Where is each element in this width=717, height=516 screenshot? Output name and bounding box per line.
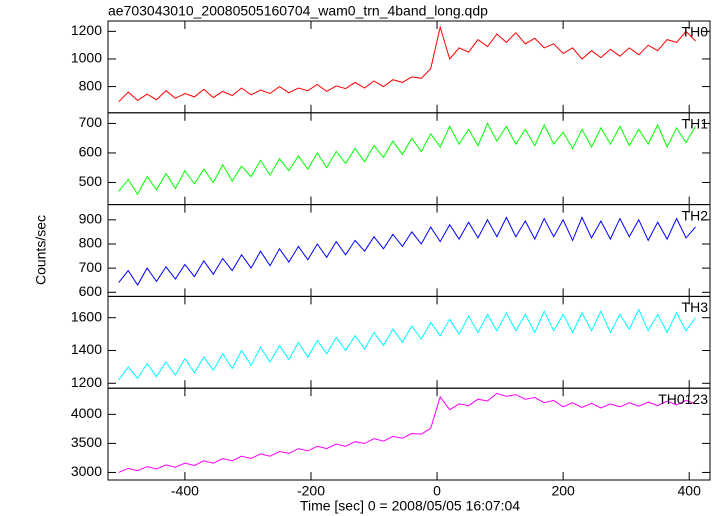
series-line [118,308,696,381]
y-tick-label: 800 [79,77,103,93]
x-axis-label: Time [sec] 0 = 2008/05/05 16:07:04 [300,498,520,514]
y-axis-label: Counts/sec [33,215,49,285]
y-tick-label: 3000 [71,463,102,479]
y-tick-label: 800 [79,235,103,251]
x-tick-label: -200 [297,483,325,499]
y-tick-label: 1000 [71,50,102,66]
panel-label: TH3 [682,299,709,315]
x-tick-label: 200 [551,483,575,499]
y-tick-label: 1200 [71,22,102,38]
panel-label: TH2 [682,207,709,223]
series-line [118,122,696,196]
y-tick-label: 500 [79,173,103,189]
y-tick-label: 900 [79,211,103,227]
x-tick-label: -400 [171,483,199,499]
x-tick-label: 0 [433,483,441,499]
panel-frame [107,20,711,114]
panel-label: TH0 [682,24,709,40]
y-tick-label: 600 [79,144,103,160]
series-line [118,216,696,286]
x-tick-label: 400 [678,483,702,499]
y-tick-label: 1400 [71,341,102,357]
panel-label: TH1 [682,116,709,132]
y-tick-label: 3500 [71,434,102,450]
panel-frame [107,387,711,481]
series-line [118,392,696,473]
y-tick-label: 4000 [71,405,102,421]
panel-label: TH0123 [658,391,708,407]
series-line [118,25,696,103]
y-tick-label: 1600 [71,308,102,324]
chart-title: ae703043010_20080505160704_wam0_trn_4ban… [108,3,488,19]
y-tick-label: 700 [79,114,103,130]
y-tick-label: 700 [79,259,103,275]
panel-frame [107,295,711,389]
y-tick-label: 1200 [71,374,102,390]
y-tick-label: 600 [79,283,103,299]
